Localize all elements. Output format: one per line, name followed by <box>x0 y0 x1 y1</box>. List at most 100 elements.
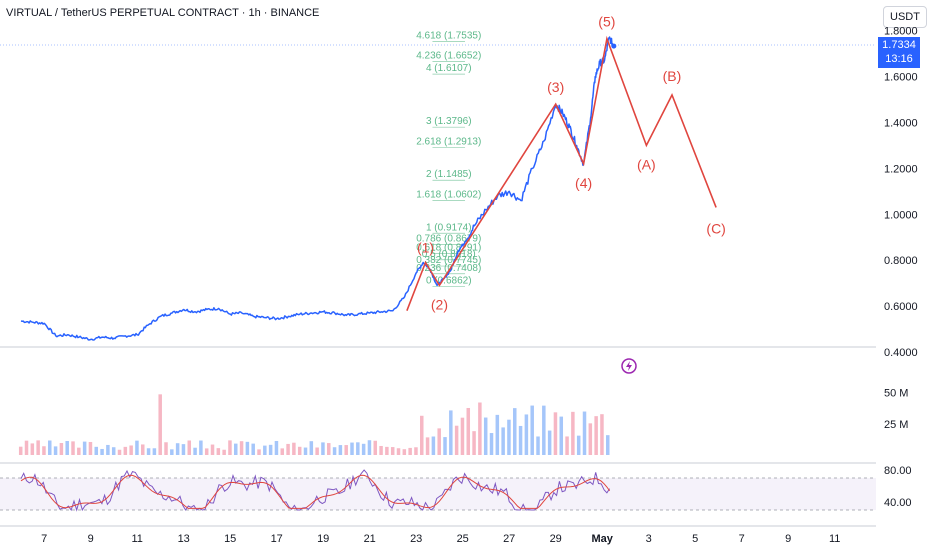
volume-bar <box>588 423 593 455</box>
volume-bar <box>402 449 407 455</box>
price-pane: 4.618 (1.7535) 4.236 (1.6652)4 (1.6107) 3 … <box>0 14 876 348</box>
volume-bar <box>42 446 46 455</box>
volume-bar <box>443 437 447 455</box>
volume-bar <box>245 441 250 455</box>
volume-bar <box>460 417 465 455</box>
last-price-dot <box>611 43 617 49</box>
wave-label: (4) <box>575 175 592 191</box>
price-line <box>20 36 615 341</box>
time-tick-label: 19 <box>317 533 329 545</box>
volume-bar <box>373 440 378 455</box>
price-tick-label: 0.8000 <box>884 255 918 267</box>
volume-bar <box>536 436 540 455</box>
volume-bar <box>600 414 604 455</box>
volume-bar <box>507 419 511 455</box>
fib-level-label: 4.618 (1.7535) <box>416 30 481 41</box>
fib-level-label: 4.236 (1.6652) <box>416 51 481 62</box>
wave-label: (3) <box>547 79 564 95</box>
wave-label: (C) <box>706 220 725 236</box>
volume-bar <box>385 446 389 455</box>
fib-level-label: 3 (1.3796) <box>426 116 472 127</box>
fib-level-label: 1.618 (1.0602) <box>416 189 481 200</box>
volume-bar <box>390 447 395 455</box>
volume-bar <box>170 449 174 455</box>
price-tick-label: 1.2000 <box>884 163 918 175</box>
volume-bar <box>367 440 372 455</box>
last-price: 1.7334 <box>882 39 916 51</box>
volume-bar <box>36 440 40 455</box>
volume-bar <box>48 440 52 455</box>
fib-level-label: 0 (0.6862) <box>426 275 472 286</box>
volume-bar <box>193 447 197 455</box>
time-tick-label: 21 <box>364 533 376 545</box>
price-tick-label: 1.0000 <box>884 209 918 221</box>
fib-level-label: 4 (1.6107) <box>426 63 472 74</box>
volume-bar <box>501 427 505 455</box>
volume-bar <box>513 408 517 455</box>
volume-bar <box>146 448 151 455</box>
price-tick-label: 0.4000 <box>884 347 918 359</box>
volume-bar <box>338 445 343 455</box>
time-tick-label: 25 <box>457 533 469 545</box>
volume-bar <box>234 443 238 455</box>
price-axis[interactable]: 1.8000 1.6000 1.4000 1.2000 1.0000 0.8000 0.60… <box>884 26 918 509</box>
volume-bar <box>274 440 279 455</box>
volume-bar <box>483 417 488 455</box>
wave-label: (A) <box>637 156 656 172</box>
chart-title: VIRTUAL / TetherUS PERPETUAL CONTRACT · … <box>6 7 320 19</box>
volume-bar <box>88 441 93 455</box>
volume-bar <box>199 440 203 455</box>
fib-level-label: 0.618 (0.8291) <box>416 243 481 254</box>
volume-bar <box>181 444 186 455</box>
volume-bar <box>257 449 261 455</box>
currency-button[interactable]: USDT <box>883 6 927 28</box>
wave-label: (B) <box>663 68 682 84</box>
fib-level-label: 1 (0.9174) <box>426 222 472 233</box>
time-tick-label: 17 <box>271 533 283 545</box>
volume-bar <box>361 443 366 455</box>
volume-bar <box>292 442 296 455</box>
volume-bar <box>111 447 116 455</box>
time-tick-label: 9 <box>785 533 791 545</box>
volume-bar <box>559 416 564 455</box>
volume-bar <box>77 447 81 455</box>
volume-bar <box>530 405 534 455</box>
volume-bar <box>239 441 244 455</box>
wave-label: (5) <box>598 14 615 30</box>
bar-countdown: 13:16 <box>885 53 913 65</box>
price-tick-label: 0.6000 <box>884 301 918 313</box>
fib-level-label: 2 (1.1485) <box>426 169 472 180</box>
volume-bar <box>268 444 273 455</box>
volume-bar <box>420 415 424 455</box>
volume-bar <box>82 441 87 455</box>
volume-bar <box>141 444 145 455</box>
volume-bar <box>71 441 75 455</box>
time-tick-label: 23 <box>410 533 422 545</box>
lightning-icon[interactable] <box>621 358 637 374</box>
volume-bar <box>94 446 99 455</box>
time-tick-label: 13 <box>178 533 190 545</box>
volume-bar <box>350 442 354 455</box>
time-tick-label: 29 <box>550 533 562 545</box>
fib-level-label: 0.236 (0.7408) <box>416 263 481 274</box>
wave-label: (2) <box>431 296 448 312</box>
fib-level-label: 0.786 (0.8679) <box>416 234 481 245</box>
volume-bar <box>582 411 587 455</box>
volume-bar <box>379 445 383 455</box>
volume-bar <box>553 412 558 455</box>
fib-level-label: 0.382 (0.7745) <box>416 255 481 266</box>
volume-bar <box>466 407 471 455</box>
volume-tick-label: 50 M <box>884 388 908 400</box>
volume-bar <box>158 394 162 455</box>
price-tick-label: 1.6000 <box>884 72 918 84</box>
volume-bar <box>263 445 267 455</box>
volume-bar <box>297 446 302 455</box>
volume-bar <box>117 449 122 455</box>
volume-bar <box>449 410 453 455</box>
volume-bar <box>251 443 255 455</box>
volume-bar <box>478 402 482 455</box>
time-tick-label: 27 <box>503 533 515 545</box>
wave-label: (1) <box>417 239 434 255</box>
volume-bar <box>286 443 290 455</box>
